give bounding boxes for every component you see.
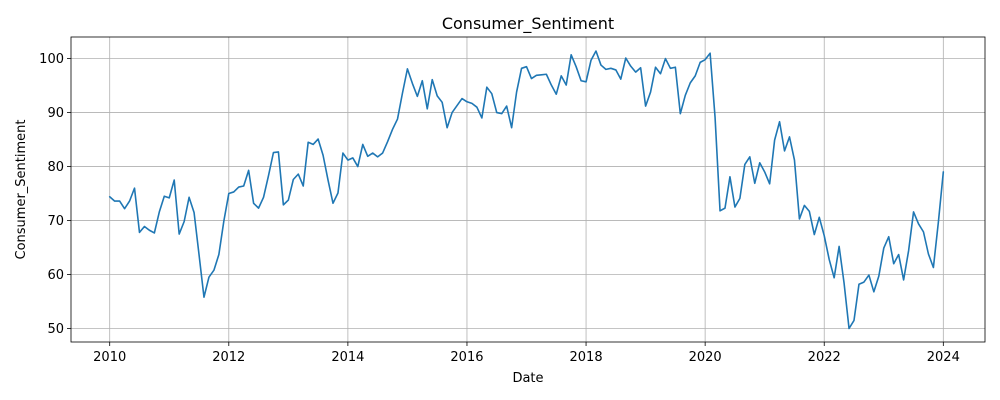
y-tick-label: 50 xyxy=(47,322,64,337)
y-tick-label: 60 xyxy=(47,268,64,283)
y-tick-label: 70 xyxy=(47,214,64,229)
x-tick-label: 2024 xyxy=(927,350,960,365)
x-tick-label: 2016 xyxy=(450,350,483,365)
x-axis-label: Date xyxy=(512,371,543,386)
axis-ticks: 2010 2012 2014 2016 2018 2020 2022 2024 50 60 70 80… xyxy=(39,52,960,365)
series-layer xyxy=(108,50,945,330)
x-tick-label: 2012 xyxy=(212,350,245,365)
x-tick-label: 2014 xyxy=(331,350,364,365)
series-line xyxy=(108,50,945,330)
y-tick-label: 100 xyxy=(39,52,64,67)
y-axis-label: Consumer_Sentiment xyxy=(14,120,29,260)
x-tick-label: 2022 xyxy=(808,350,841,365)
x-tick-label: 2018 xyxy=(570,350,603,365)
y-tick-label: 90 xyxy=(47,106,64,121)
x-tick-label: 2020 xyxy=(689,350,722,365)
chart-title: Consumer_Sentiment xyxy=(442,14,614,34)
y-tick-label: 80 xyxy=(47,160,64,175)
x-tick-label: 2010 xyxy=(93,350,126,365)
plot-frame xyxy=(70,36,986,343)
